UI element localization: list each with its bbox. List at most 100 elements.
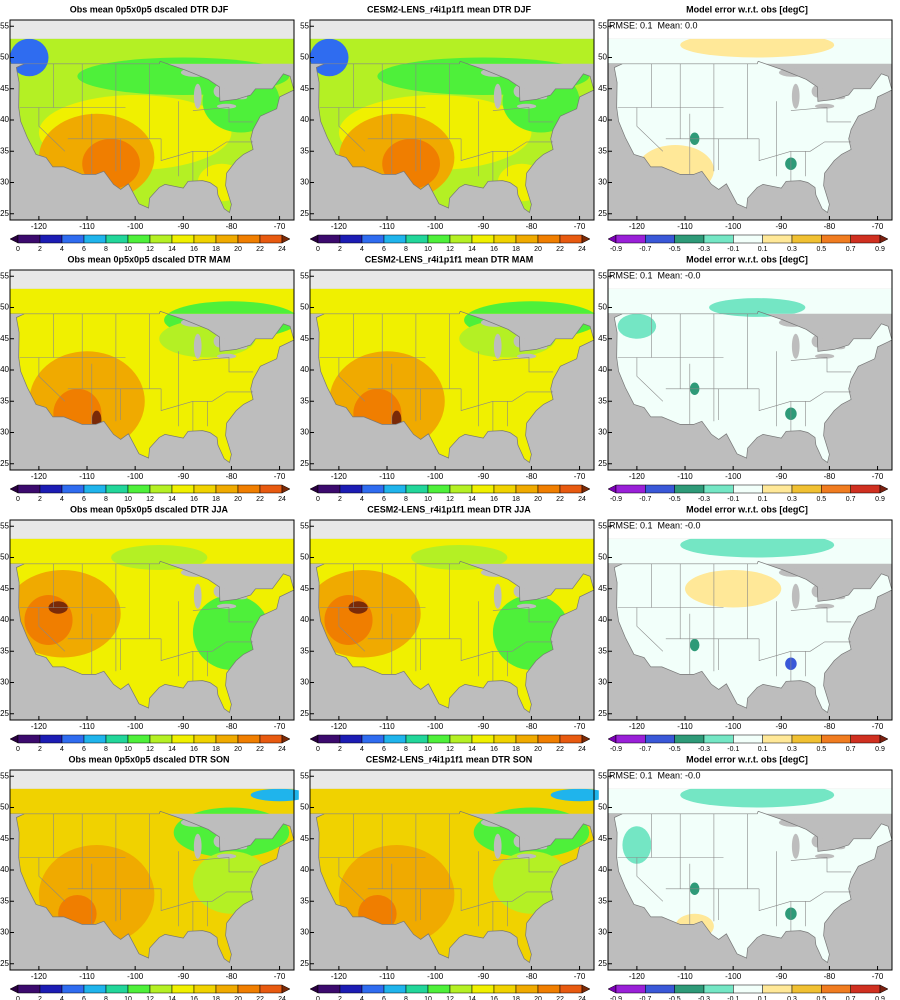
colorbar-label: 6: [82, 246, 86, 253]
colorbar-label: -0.3: [698, 996, 710, 1000]
lon-tick-label: -110: [379, 222, 395, 231]
colorbar-box: [559, 484, 583, 494]
lake: [814, 103, 835, 109]
colorbar-label: 18: [512, 496, 520, 503]
lon-tick-label: -80: [526, 222, 538, 231]
lon-tick-label: -70: [574, 222, 586, 231]
colorbar-label: 0.3: [787, 996, 797, 1000]
lat-tick-label: 25: [300, 709, 309, 718]
colorbar-box: [449, 484, 473, 494]
colorbar-label: -0.9: [610, 996, 622, 1000]
north-band: [608, 20, 892, 39]
us-outline: [15, 810, 295, 964]
lat-tick-label: 40: [300, 865, 309, 874]
north-band: [608, 520, 892, 539]
colorbar-label: 10: [124, 496, 132, 503]
colorbar-label: 24: [578, 746, 586, 753]
lat-tick-label: 55: [0, 21, 9, 30]
colorbar-label: 14: [468, 746, 476, 753]
field-blob: [324, 595, 373, 645]
colorbar-high: [879, 234, 889, 244]
colorbar-box: [215, 234, 239, 244]
state-line: [636, 107, 664, 152]
colorbar-box: [471, 484, 495, 494]
lake: [216, 603, 237, 609]
lon-tick-label: -100: [127, 472, 144, 481]
state-line: [636, 607, 664, 652]
colorbar-label: 2: [338, 496, 342, 503]
colorbar-box: [259, 484, 283, 494]
colorbar-box: [171, 984, 195, 994]
lon-tick-label: -90: [776, 972, 788, 981]
colorbar-label: 10: [124, 996, 132, 1000]
field-blob: [550, 788, 599, 802]
colorbar-box: [61, 234, 85, 244]
colorbar-box: [821, 984, 851, 994]
colorbar-label: 24: [578, 496, 586, 503]
colorbar-box: [61, 734, 85, 744]
colorbar: 0 2 4 6 8 10 12 14 16 18 20 22 24: [9, 234, 291, 253]
colorbar-box: [733, 984, 763, 994]
lat-tick-label: 50: [0, 803, 9, 812]
us-outline: [15, 60, 295, 214]
state-line: [460, 138, 554, 162]
colorbar-box: [850, 984, 881, 994]
colorbar-label: 12: [446, 496, 454, 503]
lake: [193, 83, 202, 109]
colorbar: -0.9 -0.7 -0.5 -0.3 -0.1 0.1 0.3 0.5 0.7 0.9: [607, 984, 889, 1000]
panel-title: Obs mean 0p5x0p5 dscaled DTR DJF: [70, 4, 229, 14]
colorbar-high: [281, 984, 291, 994]
lat-tick-label: 55: [0, 271, 9, 280]
colorbar-box: [259, 984, 283, 994]
state-line: [160, 388, 254, 412]
lake: [493, 833, 502, 859]
panel-title: CESM2-LENS_r4i1p1f1 mean DTR SON: [366, 754, 533, 764]
panel-title: Obs mean 0p5x0p5 dscaled DTR MAM: [67, 254, 230, 264]
colorbar-label: -0.3: [698, 496, 710, 503]
lat-tick-label: 55: [300, 521, 309, 530]
colorbar-box: [39, 984, 63, 994]
colorbar-box: [762, 984, 793, 994]
lake: [493, 333, 502, 359]
us-outline: [315, 560, 595, 714]
lake: [778, 318, 808, 327]
map-panel: 25 30 35 40 45 50 55 -120 -110 -100 -90 -80 -70 Model…: [598, 504, 893, 753]
lon-tick-label: -110: [677, 722, 693, 731]
lat-tick-label: 40: [598, 115, 607, 124]
colorbar-box: [105, 984, 129, 994]
colorbar-label: -0.5: [669, 246, 681, 253]
colorbar-label: -0.1: [727, 246, 739, 253]
lat-tick-label: 45: [300, 334, 309, 343]
panel-title: CESM2-LENS_r4i1p1f1 mean DTR DJF: [367, 4, 532, 14]
lon-tick-label: -120: [31, 722, 48, 731]
colorbar-label: 24: [278, 996, 286, 1000]
state-line: [338, 357, 366, 402]
colorbar-box: [427, 734, 451, 744]
colorbar-low: [309, 734, 319, 744]
lon-tick-label: -70: [872, 972, 884, 981]
colorbar-label: 0: [316, 996, 320, 1000]
colorbar-label: -0.1: [727, 746, 739, 753]
lat-tick-label: 25: [300, 459, 309, 468]
lon-tick-label: -100: [725, 722, 742, 731]
colorbar-box: [215, 484, 239, 494]
north-band: [10, 770, 294, 789]
north-band: [10, 520, 294, 539]
colorbar-label: 12: [146, 746, 154, 753]
lat-tick-label: 25: [0, 959, 9, 968]
colorbar-low: [9, 734, 19, 744]
colorbar-high: [879, 734, 889, 744]
colorbar-label: 24: [278, 246, 286, 253]
colorbar-box: [193, 234, 217, 244]
lon-tick-label: -70: [274, 972, 286, 981]
colorbar-label: 24: [578, 246, 586, 253]
colorbar-box: [493, 734, 517, 744]
colorbar-label: 6: [82, 996, 86, 1000]
lon-tick-label: -90: [776, 222, 788, 231]
lon-tick-label: -90: [776, 472, 788, 481]
